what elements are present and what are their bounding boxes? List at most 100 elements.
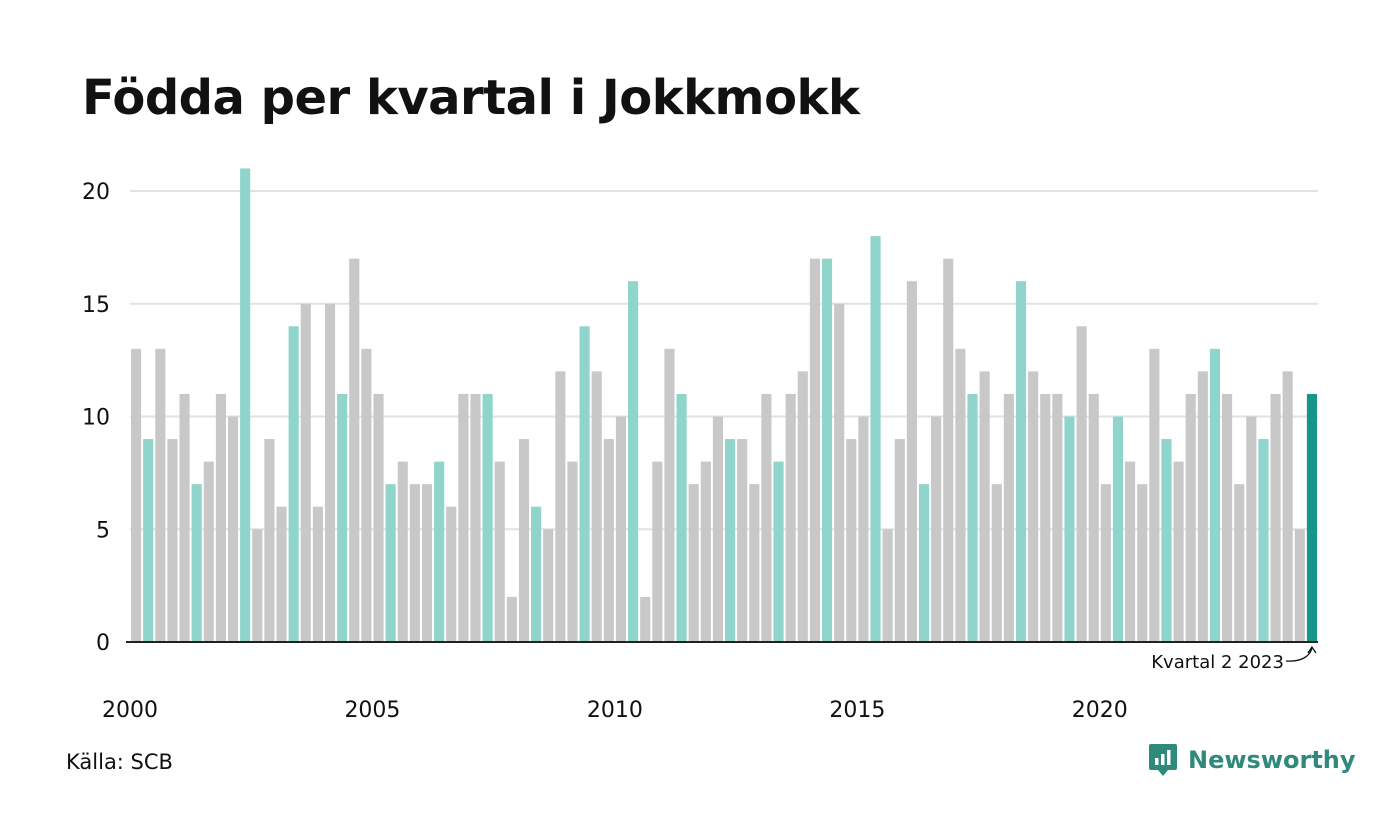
chart-title: Födda per kvartal i Jokkmokk [82, 70, 860, 126]
bar [227, 416, 239, 642]
bar [494, 461, 505, 642]
bar [1161, 439, 1172, 642]
bar [1112, 416, 1124, 642]
bar [676, 393, 687, 642]
bar [288, 326, 299, 642]
bar [1040, 393, 1051, 642]
bar [1015, 281, 1027, 642]
bar [1028, 371, 1039, 642]
x-tick-label: 2010 [587, 698, 643, 723]
annotation-label: Kvartal 2 2023 [1151, 652, 1284, 673]
bar [518, 439, 530, 642]
bar [664, 348, 675, 642]
bar [361, 348, 372, 642]
annotation-arrow [1285, 645, 1317, 662]
bar [1209, 348, 1221, 642]
bar [458, 393, 469, 642]
bar [761, 393, 772, 642]
y-tick-label: 5 [96, 518, 110, 543]
bar [1234, 484, 1245, 642]
x-tick-label: 2020 [1072, 698, 1128, 723]
bar [991, 484, 1002, 642]
bar [167, 439, 178, 642]
x-tick-label: 2005 [344, 698, 400, 723]
bar [712, 416, 723, 642]
x-axis-ticks: 2000 2005 2010 2015 2020 [102, 698, 1128, 723]
bar [421, 484, 433, 642]
bar [640, 596, 651, 642]
bar [1222, 393, 1233, 642]
bar [312, 506, 323, 642]
bar [1100, 484, 1111, 642]
bar [179, 393, 190, 642]
bar [688, 484, 699, 642]
bar [1149, 348, 1160, 642]
bar [749, 484, 760, 642]
y-tick-label: 15 [82, 293, 110, 318]
bar [131, 348, 142, 642]
bar [652, 461, 663, 642]
source-note: Källa: SCB [66, 750, 173, 774]
y-tick-label: 0 [96, 631, 110, 656]
bar [203, 461, 214, 642]
x-tick-label: 2000 [102, 698, 158, 723]
bars [131, 168, 1317, 642]
bar [967, 393, 978, 642]
bar [773, 461, 784, 642]
bar [1306, 393, 1317, 642]
bar [603, 439, 614, 642]
bar [821, 258, 833, 642]
bar [409, 484, 420, 642]
bar [834, 303, 845, 642]
bar [324, 303, 336, 642]
bar [1125, 461, 1136, 642]
bar [506, 596, 517, 642]
bar [337, 393, 348, 642]
bar [482, 393, 493, 642]
bar [846, 439, 857, 642]
bar [349, 258, 360, 642]
bar [1282, 371, 1293, 642]
bar [191, 484, 202, 642]
x-tick-label: 2015 [829, 698, 885, 723]
bar [1270, 393, 1281, 642]
bar [1185, 393, 1196, 642]
bar [1258, 439, 1269, 642]
bar [858, 416, 869, 642]
y-tick-label: 10 [82, 406, 110, 431]
bar [143, 439, 154, 642]
bar [1173, 461, 1184, 642]
bar [918, 484, 930, 642]
bar [700, 461, 711, 642]
bar [567, 461, 578, 642]
bar [1052, 393, 1063, 642]
bar [470, 393, 481, 642]
bar [276, 506, 287, 642]
bar [531, 506, 542, 642]
brand-name: Newsworthy [1188, 746, 1356, 774]
bar [434, 461, 445, 642]
y-tick-label: 20 [82, 180, 110, 205]
bar [1294, 529, 1305, 642]
newsworthy-logo: Newsworthy [1148, 742, 1356, 778]
bar [955, 348, 966, 642]
bar [1064, 416, 1075, 642]
bar [543, 529, 554, 642]
bar [240, 168, 251, 642]
bar [894, 439, 905, 642]
bar [397, 461, 408, 642]
bar [615, 416, 627, 642]
bar [579, 326, 590, 642]
bar [737, 439, 748, 642]
bar [1137, 484, 1148, 642]
bar [1076, 326, 1087, 642]
bar [264, 439, 275, 642]
bar [725, 439, 736, 642]
bar [446, 506, 457, 642]
y-axis-ticks: 0 5 10 15 20 [82, 180, 110, 656]
bar [1246, 416, 1257, 642]
bar [591, 371, 602, 642]
bar [809, 258, 820, 642]
bar [1088, 393, 1099, 642]
bar [1003, 393, 1014, 642]
